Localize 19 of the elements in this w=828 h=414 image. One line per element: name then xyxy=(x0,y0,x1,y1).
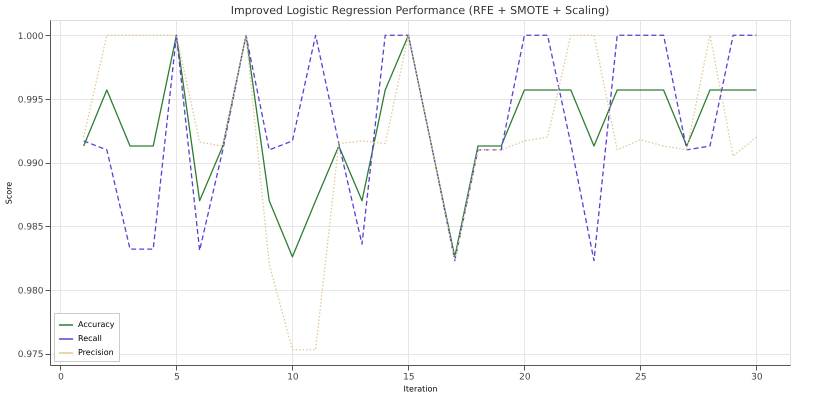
legend-label: Accuracy xyxy=(78,320,115,329)
y-tick-label: 0.980 xyxy=(18,286,44,296)
y-tick-label: 1.000 xyxy=(18,32,44,42)
chart-title: Improved Logistic Regression Performance (RFE + SMOTE + Scaling) xyxy=(230,4,610,17)
y-axis-title: Score xyxy=(4,182,14,204)
legend-label: Recall xyxy=(78,334,102,343)
y-tick-label: 0.975 xyxy=(18,350,44,360)
x-tick-label: 15 xyxy=(403,372,415,382)
y-tick-label: 0.995 xyxy=(18,95,44,106)
x-tick-label: 25 xyxy=(635,372,647,382)
y-tick-label: 0.990 xyxy=(18,159,44,170)
legend-label: Precision xyxy=(78,348,114,357)
y-tick-label: 0.985 xyxy=(18,222,44,233)
x-tick-label: 20 xyxy=(519,372,531,382)
x-axis-title: Iteration xyxy=(404,384,438,394)
x-tick-label: 0 xyxy=(58,372,64,382)
x-tick-label: 5 xyxy=(174,372,180,382)
x-tick-label: 10 xyxy=(287,372,299,382)
x-tick-label: 30 xyxy=(751,372,763,382)
